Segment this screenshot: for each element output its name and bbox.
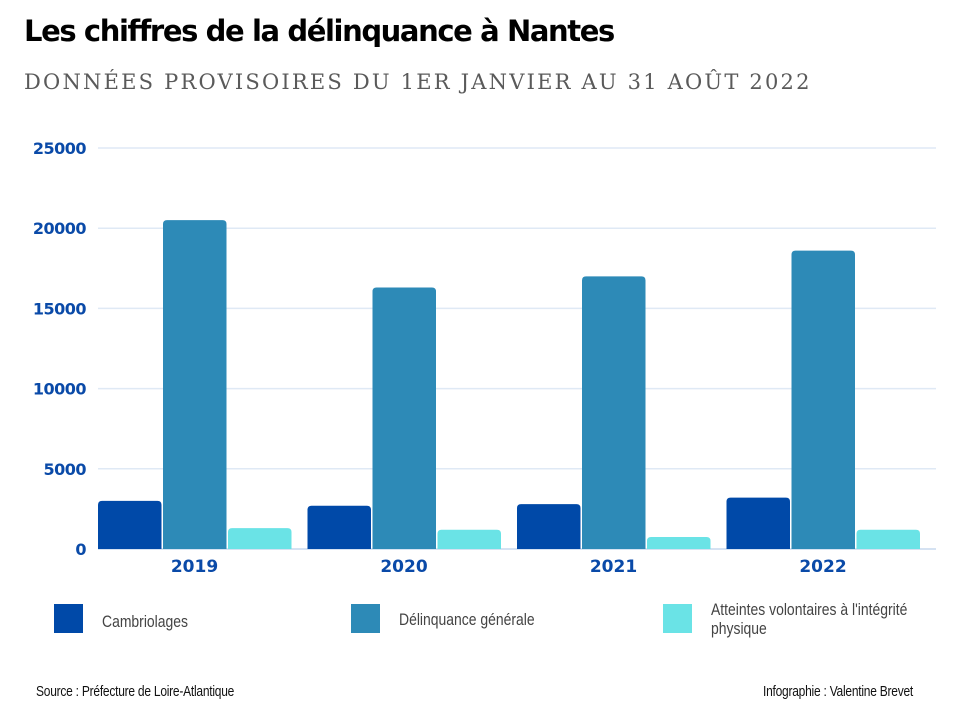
x-axis-ticks: 2019 2020 2021 2022 <box>171 557 847 577</box>
x-tick-label: 2021 <box>590 557 637 577</box>
y-axis-ticks: 0 5000 10000 15000 20000 25000 <box>33 139 87 559</box>
chart-title: Les chiffres de la délinquance à Nantes <box>24 14 615 48</box>
legend-label: Atteintes volontaires à l'intégrité phys… <box>711 600 908 638</box>
bar-cambriolages <box>517 504 581 549</box>
bar-atteintes-volontaires-l-int-grit-physique <box>228 528 292 549</box>
bar-cambriolages <box>98 500 162 549</box>
y-tick-label: 0 <box>75 540 86 559</box>
legend-item-delinquance-generale: Délinquance générale <box>351 604 564 633</box>
legend-swatch <box>54 604 83 633</box>
chart-subtitle: DONNÉES PROVISOIRES DU 1ER JANVIER AU 31… <box>24 70 812 94</box>
bar-d-linquance-g-n-rale <box>791 250 855 549</box>
source-note: Source : Préfecture de Loire-Atlantique <box>36 683 235 700</box>
bar-atteintes-volontaires-l-int-grit-physique <box>647 536 711 549</box>
legend-item-atteintes: Atteintes volontaires à l'intégrité phys… <box>663 600 961 638</box>
y-tick-label: 5000 <box>43 460 86 479</box>
bar-d-linquance-g-n-rale <box>163 220 227 549</box>
x-tick-label: 2019 <box>171 557 218 577</box>
y-tick-label: 25000 <box>33 139 87 158</box>
bar-d-linquance-g-n-rale <box>582 276 646 549</box>
bar-cambriolages <box>726 497 790 549</box>
legend-swatch <box>351 604 380 633</box>
bar-atteintes-volontaires-l-int-grit-physique <box>856 529 920 549</box>
y-tick-label: 10000 <box>33 380 87 399</box>
legend-swatch <box>663 604 692 633</box>
bars <box>98 220 920 549</box>
legend-label: Délinquance générale <box>399 610 535 629</box>
bar-cambriolages <box>307 505 371 549</box>
bar-d-linquance-g-n-rale <box>372 287 436 549</box>
y-tick-label: 20000 <box>33 219 87 238</box>
x-tick-label: 2020 <box>380 557 427 577</box>
legend-item-cambriolages: Cambriolages <box>54 604 207 633</box>
bar-atteintes-volontaires-l-int-grit-physique <box>437 529 501 549</box>
credit-note: Infographie : Valentine Brevet <box>763 683 914 700</box>
x-tick-label: 2022 <box>799 557 846 577</box>
y-tick-label: 15000 <box>33 299 87 318</box>
legend-label: Cambriolages <box>102 612 189 631</box>
